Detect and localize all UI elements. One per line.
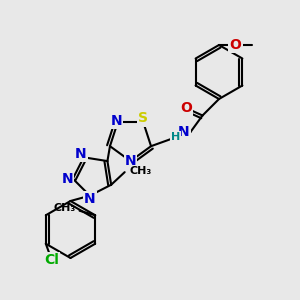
Text: N: N bbox=[75, 147, 87, 161]
Text: S: S bbox=[138, 111, 148, 125]
Text: N: N bbox=[178, 125, 190, 139]
Text: N: N bbox=[110, 113, 122, 128]
Text: N: N bbox=[125, 154, 136, 168]
Text: N: N bbox=[84, 192, 96, 206]
Text: N: N bbox=[61, 172, 73, 186]
Text: Cl: Cl bbox=[44, 253, 59, 267]
Text: O: O bbox=[180, 101, 192, 115]
Text: H: H bbox=[171, 131, 180, 142]
Text: O: O bbox=[230, 38, 242, 52]
Text: CH₃: CH₃ bbox=[54, 203, 76, 213]
Text: CH₃: CH₃ bbox=[129, 166, 152, 176]
